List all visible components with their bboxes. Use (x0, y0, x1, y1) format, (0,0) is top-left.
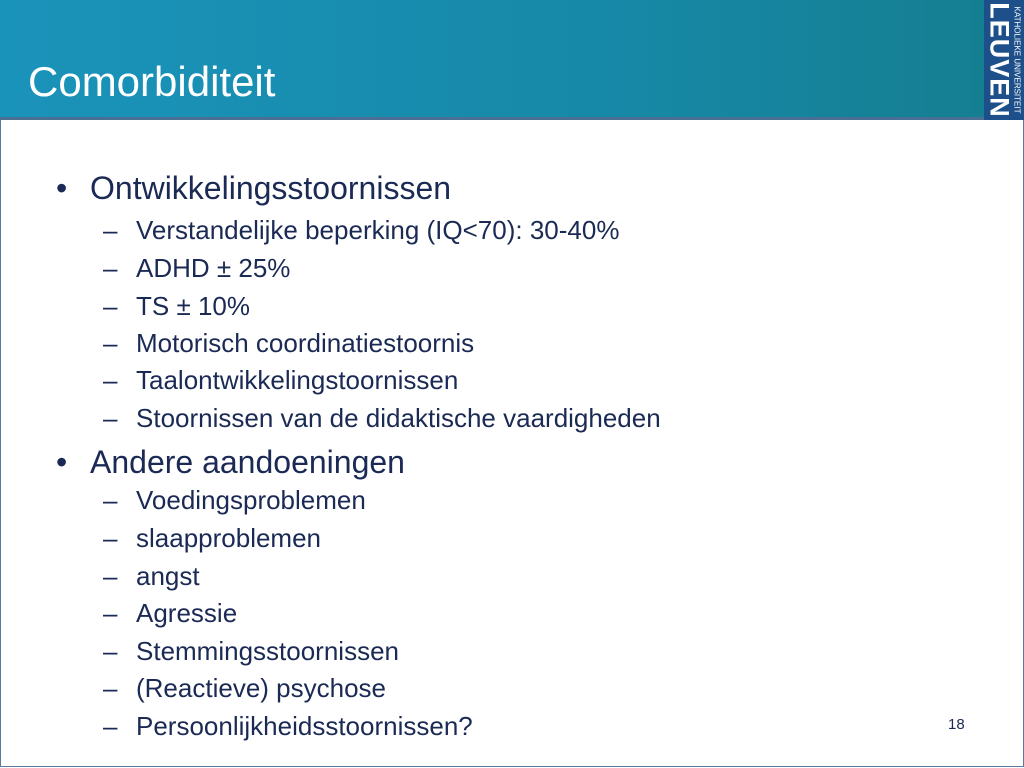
dash: – (103, 673, 118, 703)
bullet-text: Andere aandoeningen (90, 444, 405, 480)
dash: – (103, 328, 118, 358)
dash: – (103, 561, 118, 591)
dash: – (103, 598, 118, 628)
sub-item-text: Voedingsproblemen (136, 485, 366, 515)
sub-item-text: Stoornissen van de didaktische vaardighe… (136, 403, 661, 433)
dash: – (103, 403, 118, 433)
university-logo: KATHOLIEKE UNIVERSITEIT LEUVEN (984, 0, 1024, 120)
dash: – (103, 711, 118, 741)
dash: – (103, 253, 118, 283)
sub-item-text: TS ± 10% (136, 291, 250, 321)
dash: – (103, 636, 118, 666)
sub-item-text: Motorisch coordinatiestoornis (136, 328, 475, 358)
bullet-text: Ontwikkelingsstoornissen (90, 170, 452, 206)
sub-item-text: Persoonlijkheidsstoornissen? (136, 711, 473, 741)
sub-item-text: Verstandelijke beperking (IQ<70): 30-40% (136, 215, 620, 245)
sub-item-text: Agressie (136, 598, 238, 628)
bullet: • (56, 444, 68, 480)
dash: – (103, 291, 118, 321)
slide-header: Comorbiditeit (0, 0, 984, 120)
sub-item-text: angst (136, 561, 200, 591)
dash: – (103, 215, 118, 245)
sub-item-text: ADHD ± 25% (136, 253, 291, 283)
page-number: 18 (948, 716, 965, 733)
dash: – (103, 523, 118, 553)
sub-item-text: slaapproblemen (136, 523, 322, 553)
dash: – (103, 485, 118, 515)
sub-item-text: Stemmingsstoornissen (136, 636, 399, 666)
sub-item-text: Taalontwikkelingstoornissen (136, 365, 459, 395)
dash: – (103, 365, 118, 395)
slide-title: Comorbiditeit (28, 58, 276, 105)
sub-item-text: (Reactieve) psychose (136, 673, 386, 703)
bullet: • (56, 170, 68, 206)
logo-name: LEUVEN (984, 2, 1015, 118)
